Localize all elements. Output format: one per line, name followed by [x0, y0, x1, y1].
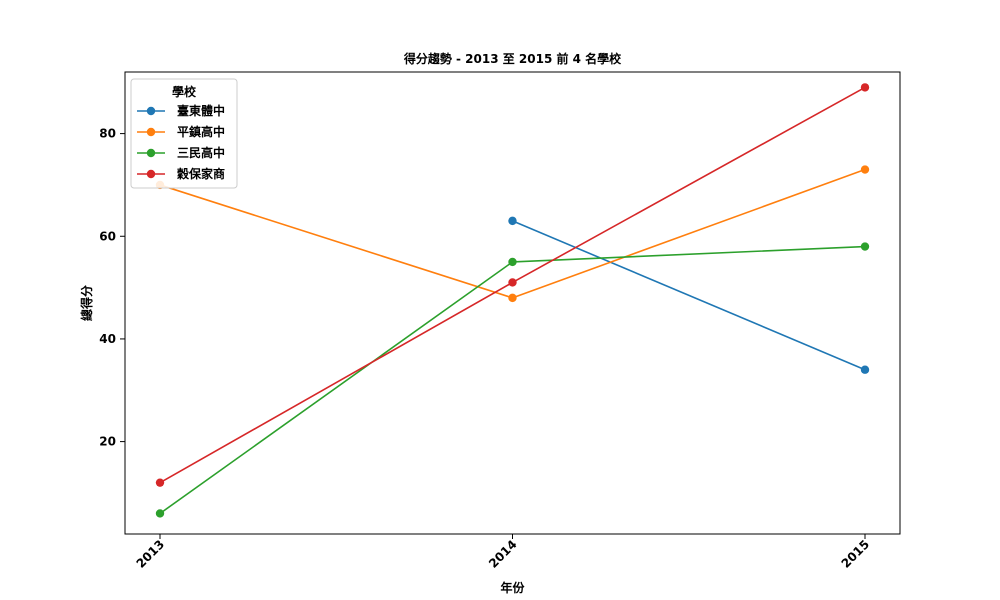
data-point — [508, 278, 517, 287]
data-point — [860, 242, 870, 251]
legend-item: 三民高中 — [137, 145, 225, 160]
legend-marker — [146, 169, 156, 179]
series-2 — [155, 242, 870, 518]
y-tick-label: 20 — [99, 435, 116, 449]
y-tick-label: 80 — [99, 127, 116, 141]
data-point — [860, 365, 870, 374]
plot-area-frame — [124, 71, 901, 535]
legend-label: 三民高中 — [177, 145, 225, 160]
data-point — [508, 293, 517, 303]
x-tick-label: 2014 — [486, 537, 520, 571]
legend-label: 平鎮高中 — [177, 124, 225, 139]
series-3 — [155, 83, 870, 487]
series-line — [512, 220, 866, 371]
data-point — [508, 216, 517, 226]
data-point — [155, 509, 165, 518]
legend-item: 穀保家商 — [137, 166, 225, 181]
chart-title: 得分趨勢 - 2013 至 2015 前 4 名學校 — [403, 51, 622, 66]
legend-box — [130, 78, 238, 189]
plot-marks — [155, 83, 870, 518]
x-axis: 2013 2014 2015 — [134, 534, 873, 571]
x-tick-label: 2015 — [839, 537, 873, 571]
series-0 — [508, 216, 870, 374]
legend-marker — [146, 106, 156, 116]
legend-item: 平鎮高中 — [137, 124, 225, 139]
legend-item: 臺東體中 — [137, 103, 225, 118]
legend-marker — [146, 148, 156, 158]
y-tick-label: 40 — [99, 332, 116, 346]
legend-label: 穀保家商 — [177, 166, 225, 181]
legend-label: 臺東體中 — [177, 103, 225, 118]
y-axis: 20 40 60 80 — [99, 127, 125, 449]
data-point — [860, 83, 870, 92]
data-point — [508, 257, 517, 267]
y-axis-label: 總得分 — [79, 285, 94, 321]
x-tick-label: 2013 — [134, 537, 168, 571]
data-point — [860, 165, 870, 174]
legend-title: 學校 — [172, 84, 197, 99]
y-tick-label: 60 — [99, 229, 116, 243]
data-point — [155, 478, 165, 487]
legend-marker — [146, 127, 156, 137]
x-axis-label: 年份 — [500, 580, 525, 595]
